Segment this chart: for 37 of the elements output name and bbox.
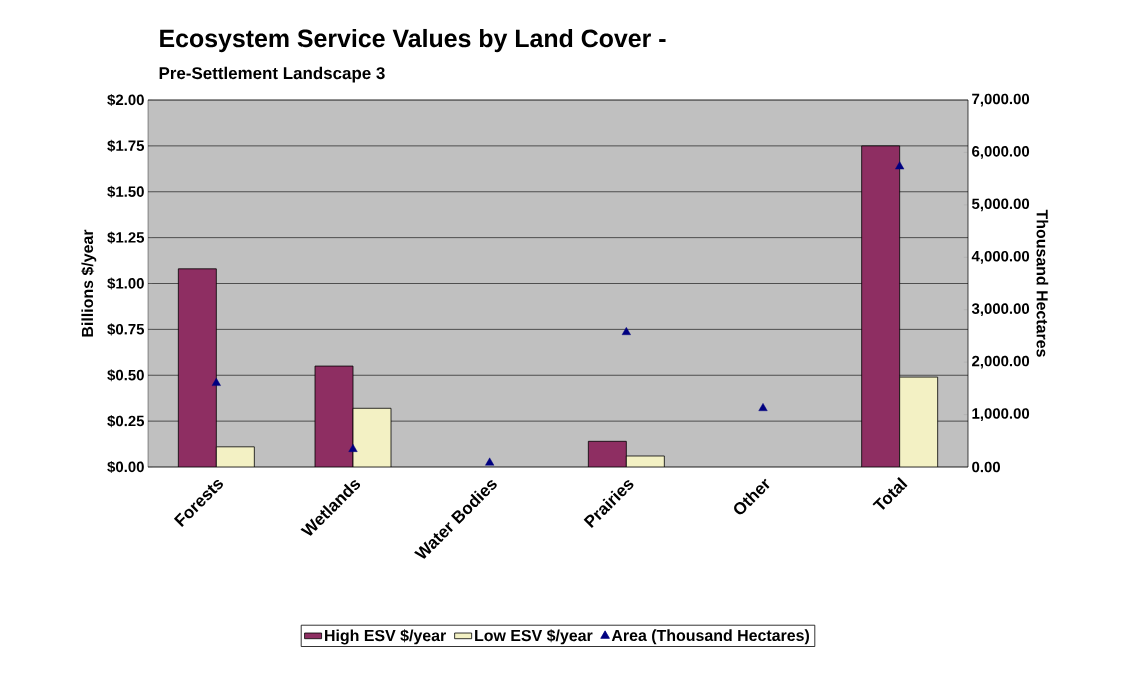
legend-label: High ESV $/year — [325, 629, 446, 645]
chart-subtitle: Pre-Settlement Landscape 3 — [159, 66, 385, 83]
y2-tick-label: 5,000.00 — [971, 198, 1030, 212]
y2-tick-label: 3,000.00 — [971, 303, 1030, 317]
y-tick-label: $1.00 — [107, 277, 144, 290]
legend-label: Low ESV $/year — [475, 629, 593, 645]
y-tick-label: $1.50 — [107, 185, 144, 198]
y2-tick-label: 4,000.00 — [971, 250, 1030, 264]
bar — [177, 268, 217, 467]
bar — [587, 440, 627, 467]
y2-tick-label: 0.00 — [972, 461, 1000, 473]
point — [348, 443, 358, 452]
point — [895, 161, 905, 170]
y2-tick-label: 2,000.00 — [972, 355, 1030, 369]
bar — [314, 365, 354, 467]
y-tick-label: $2.00 — [107, 93, 144, 107]
point — [211, 377, 221, 386]
y-axis-title: Billions $/year — [81, 229, 97, 337]
y-tick-label: $1.75 — [107, 139, 145, 152]
y2-axis-title: Thousand Hectares — [1036, 209, 1049, 357]
bar — [352, 407, 392, 467]
point — [485, 457, 495, 466]
point — [758, 403, 768, 411]
bar — [861, 145, 901, 467]
y2-tick-label: 6,000.00 — [972, 146, 1030, 159]
bar — [215, 446, 255, 467]
y-tick-label: $0.00 — [107, 460, 144, 474]
bar — [899, 376, 939, 467]
y2-tick-label: 7,000.00 — [972, 93, 1030, 107]
y-tick-label: $0.50 — [107, 369, 144, 382]
chart-title: Ecosystem Service Values by Land Cover - — [160, 28, 666, 53]
legend-label: Area (Thousand Hectares) — [611, 629, 809, 645]
y2-tick-label: 1,000.00 — [972, 408, 1030, 421]
y-tick-label: $1.25 — [107, 231, 145, 244]
y-tick-label: $0.25 — [107, 415, 145, 428]
point — [621, 327, 631, 335]
y-tick-label: $0.75 — [107, 323, 145, 336]
